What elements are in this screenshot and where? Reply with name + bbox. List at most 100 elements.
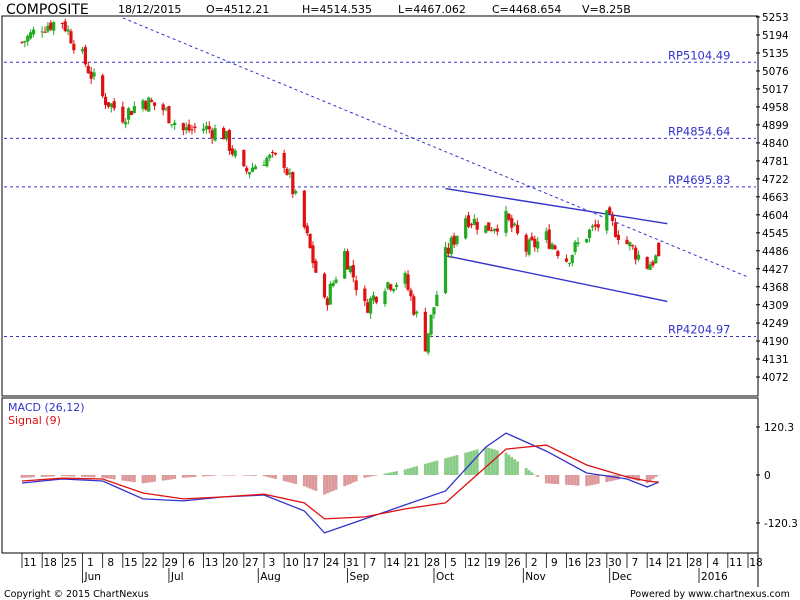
macd-histogram-bar [328, 475, 332, 493]
candle-body [625, 239, 629, 245]
trendlines [122, 17, 749, 303]
candle-body [383, 291, 387, 304]
macd-histogram-bar [294, 475, 298, 485]
candle-body [288, 172, 292, 175]
macd-histogram-bar [372, 475, 375, 476]
x-day-tick-label: 3 [269, 557, 276, 569]
price-y-tick-label: 4190 [762, 336, 789, 348]
candle-body [201, 128, 206, 131]
macd-histogram-bar [354, 475, 358, 482]
candle-body [282, 152, 286, 168]
candle-body [204, 125, 208, 130]
macd-histogram-bar [530, 472, 534, 475]
macd-histogram-bar [452, 455, 456, 475]
candle-body [513, 223, 517, 226]
macd-histogram-bar [69, 475, 73, 477]
candle-body [83, 47, 87, 65]
header-close: C=4468.654 [492, 3, 561, 16]
macd-histogram-bar [202, 475, 205, 477]
macd-histogram-bar [225, 475, 228, 476]
macd-histogram-bar [141, 475, 145, 484]
x-day-tick-label: 7 [369, 557, 376, 569]
macd-histogram-bar [429, 462, 433, 475]
macd-histogram-bar [588, 475, 591, 486]
macd-histogram [20, 447, 661, 495]
macd-histogram-bar [46, 475, 50, 477]
x-day-tick-label: 4 [712, 557, 719, 569]
reference-line-label: RP4204.97 [668, 322, 730, 336]
price-y-tick-label: 4604 [762, 210, 789, 222]
macd-histogram-bar [628, 475, 632, 479]
candle-body [69, 31, 73, 44]
candle-body [608, 207, 612, 214]
candle-body [636, 254, 641, 260]
macd-histogram-bar [130, 475, 133, 482]
macd-y-tick-label: 120.3 [764, 422, 794, 434]
macd-label: MACD (26,12) [8, 401, 85, 414]
candle-body [469, 224, 474, 226]
candle-body [394, 284, 399, 287]
candle-body [31, 29, 36, 35]
macd-histogram-bar [262, 475, 266, 477]
macd-histogram-bar [585, 475, 589, 487]
candle-body [567, 263, 571, 265]
x-day-tick-label: 10 [285, 557, 298, 569]
candle-body [40, 31, 44, 33]
x-day-tick-label: 1 [87, 557, 94, 569]
macd-histogram-bar [66, 475, 70, 477]
macd-histogram-bar [187, 475, 191, 478]
x-day-tick-label: 19 [487, 557, 500, 569]
macd-histogram-bar [637, 475, 640, 481]
macd-y-tick-label: -120.3 [764, 518, 798, 530]
chart-title: COMPOSITE [6, 2, 89, 18]
x-axis: 11 18 25 1 8 15 22 29 6 13 20 27 3 10 17 24 31 7 14 21 28 5 12… [21, 553, 763, 583]
candle-body [374, 296, 378, 303]
candle-body [648, 264, 652, 271]
macd-histogram-bar [242, 475, 246, 476]
macd-y-tick-label: 0 [764, 470, 771, 482]
macd-histogram-bar [432, 461, 436, 475]
channel-upper-line [445, 187, 668, 225]
macd-histogram-bar [144, 475, 148, 483]
candle-body [161, 104, 165, 111]
candle-body [29, 32, 33, 39]
candle-body [634, 247, 638, 260]
price-y-tick-label: 5017 [762, 84, 789, 96]
candle-body [227, 130, 232, 151]
candle-body [446, 247, 450, 254]
macd-histogram-bar [573, 475, 577, 486]
x-day-tick-label: 25 [64, 557, 77, 569]
macd-histogram-bar [170, 475, 174, 480]
dotted-trendline [122, 17, 749, 278]
candle-body [311, 245, 315, 264]
candle-body [222, 128, 226, 140]
candle-body [585, 238, 589, 243]
candle-body [173, 122, 177, 125]
price-y-tick-label: 5076 [762, 66, 789, 78]
macd-histogram-bar [52, 475, 56, 477]
macd-histogram-bar [132, 475, 136, 483]
candle-body [628, 242, 632, 247]
macd-histogram-bar [634, 475, 638, 481]
reference-line-label: RP4695.83 [668, 173, 730, 187]
macd-histogram-bar [323, 475, 326, 495]
candle-body [464, 218, 468, 239]
macd-histogram-bar [81, 475, 84, 477]
candle-body [504, 210, 508, 233]
candle-body [86, 65, 90, 74]
macd-histogram-bar [654, 475, 658, 478]
x-day-tick-label: 18 [749, 557, 762, 569]
candle-body [253, 166, 257, 170]
macd-histogram-bar [553, 475, 557, 484]
candle-body [487, 222, 491, 231]
candle-body [616, 234, 620, 240]
macd-histogram-bar [406, 468, 410, 475]
macd-histogram-bar [596, 475, 600, 484]
price-y-tick-label: 4486 [762, 246, 789, 258]
macd-histogram-bar [29, 475, 33, 478]
header-low: L=4467.062 [398, 3, 466, 16]
macd-histogram-bar [92, 475, 96, 478]
candle-body [126, 108, 131, 120]
candle-body [631, 245, 635, 247]
x-day-tick-label: 16 [568, 557, 582, 569]
